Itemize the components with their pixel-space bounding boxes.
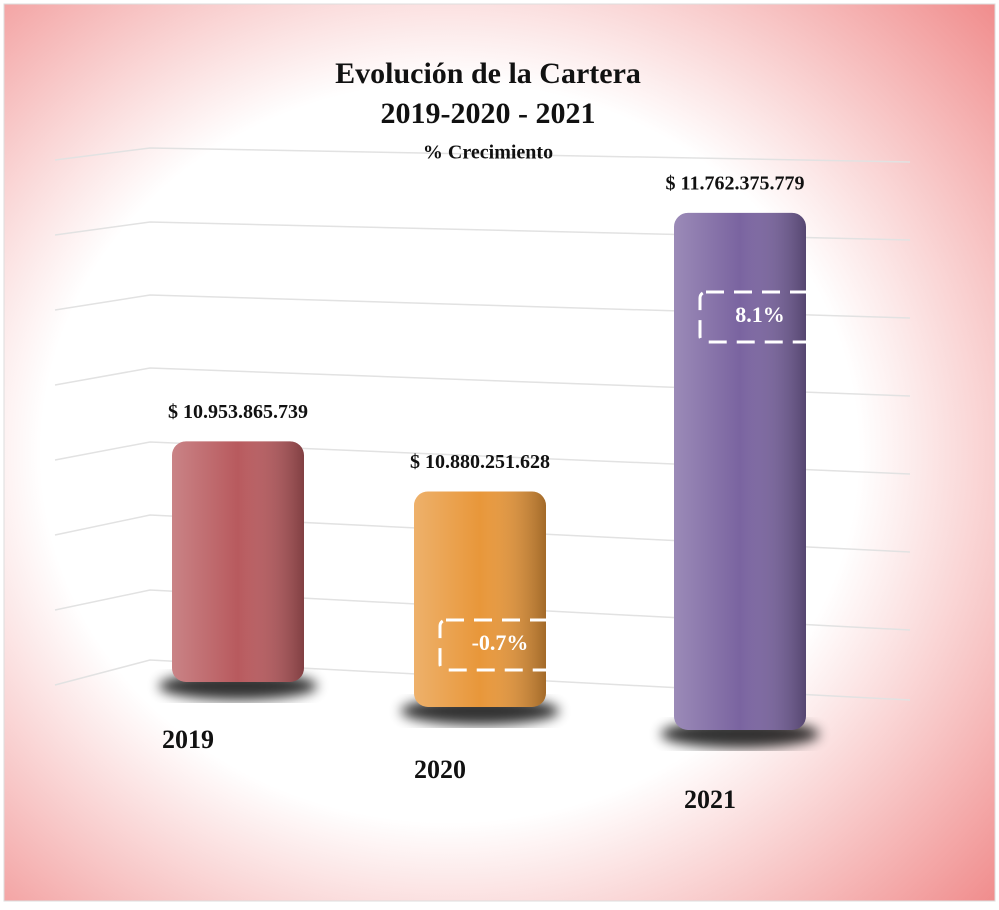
annotation: % Crecimiento bbox=[423, 142, 553, 164]
bar-shade bbox=[172, 441, 304, 682]
growth-label: 8.1% bbox=[735, 302, 785, 327]
x-tick-label: 2020 bbox=[414, 755, 466, 784]
x-tick-label: 2021 bbox=[684, 785, 736, 814]
chart-title: Evolución de la Cartera bbox=[335, 57, 641, 90]
bar-shade bbox=[674, 212, 806, 730]
background bbox=[3, 3, 996, 902]
value-label: $ 10.880.251.628 bbox=[410, 451, 550, 473]
chart-subtitle: 2019-2020 - 2021 bbox=[381, 97, 596, 130]
bar-shade bbox=[414, 491, 546, 707]
growth-label: -0.7% bbox=[472, 630, 529, 655]
grid bbox=[54, 147, 911, 701]
value-label: $ 10.953.865.739 bbox=[168, 401, 308, 423]
x-tick-label: 2019 bbox=[162, 725, 214, 754]
value-label: $ 11.762.375.779 bbox=[666, 172, 805, 194]
